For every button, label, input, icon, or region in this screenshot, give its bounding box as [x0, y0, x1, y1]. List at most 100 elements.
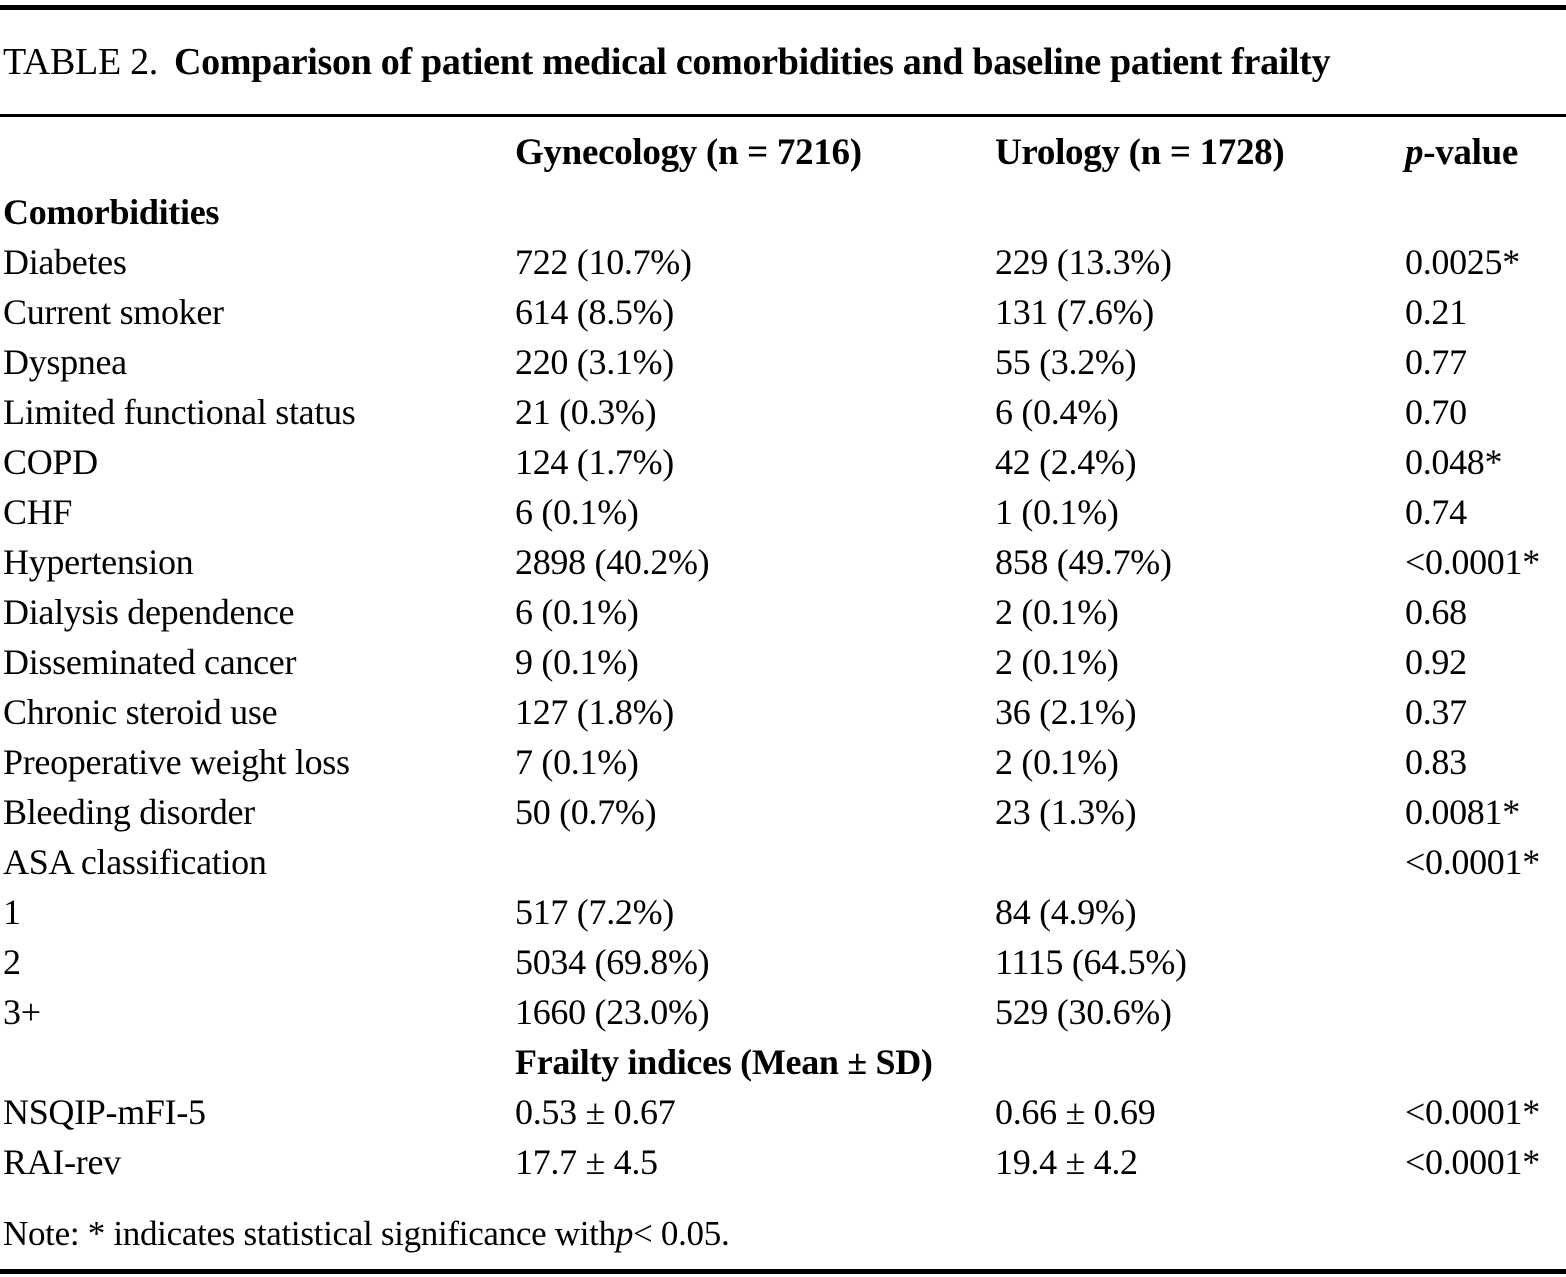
- footnote-prefix: Note: * indicates statistical significan…: [3, 1214, 616, 1253]
- row-label-cell: Preoperative weight loss: [3, 742, 350, 782]
- row-label-cell: NSQIP-mFI-5: [3, 1092, 206, 1132]
- urology-value-cell: 6 (0.4%): [995, 392, 1119, 432]
- row-label-cell: CHF: [3, 492, 73, 532]
- gynecology-value-cell: 614 (8.5%): [515, 292, 674, 332]
- table-row: RAI-rev 17.7 ± 4.5 19.4 ± 4.2 <0.0001*: [0, 1137, 1566, 1187]
- table-row: Bleeding disorder 50 (0.7%) 23 (1.3%) 0.…: [0, 787, 1566, 837]
- gynecology-value-cell: 5034 (69.8%): [515, 942, 710, 982]
- row-label-cell: Hypertension: [3, 542, 194, 582]
- urology-value-cell: 2 (0.1%): [995, 742, 1119, 782]
- table-row: Comorbidities: [0, 187, 1566, 237]
- pvalue-cell: 0.74: [1405, 492, 1467, 532]
- row-label-cell: Disseminated cancer: [3, 642, 297, 682]
- table-footnote: Note: * indicates statistical significan…: [0, 1187, 1566, 1269]
- urology-column-header: Urology (n = 1728): [995, 131, 1285, 173]
- table-row: COPD 124 (1.7%) 42 (2.4%) 0.048*: [0, 437, 1566, 487]
- gynecology-value-cell: 124 (1.7%): [515, 442, 674, 482]
- table-row: Dyspnea 220 (3.1%) 55 (3.2%) 0.77: [0, 337, 1566, 387]
- pvalue-cell: <0.0001*: [1405, 1142, 1540, 1182]
- urology-value-cell: 2 (0.1%): [995, 642, 1119, 682]
- pvalue-cell: 0.68: [1405, 592, 1467, 632]
- footnote-suffix: < 0.05.: [633, 1214, 730, 1253]
- row-label-cell: Bleeding disorder: [3, 792, 255, 832]
- row-label-cell: 3+: [3, 992, 41, 1032]
- pvalue-header-rest: -value: [1423, 131, 1519, 173]
- pvalue-cell: 0.0025*: [1405, 242, 1520, 282]
- table-row: 3+ 1660 (23.0%) 529 (30.6%): [0, 987, 1566, 1037]
- pvalue-cell: 0.92: [1405, 642, 1467, 682]
- table-row: Limited functional status 21 (0.3%) 6 (0…: [0, 387, 1566, 437]
- gynecology-value-cell: 17.7 ± 4.5: [515, 1142, 658, 1182]
- pvalue-cell: 0.83: [1405, 742, 1467, 782]
- table-row: Diabetes 722 (10.7%) 229 (13.3%) 0.0025*: [0, 237, 1566, 287]
- table-row: NSQIP-mFI-5 0.53 ± 0.67 0.66 ± 0.69 <0.0…: [0, 1087, 1566, 1137]
- table-body: Comorbidities Diabetes 722 (10.7%) 229 (…: [0, 187, 1566, 1187]
- pvalue-cell: <0.0001*: [1405, 542, 1540, 582]
- row-label-cell: RAI-rev: [3, 1142, 121, 1182]
- table-row: 1 517 (7.2%) 84 (4.9%): [0, 887, 1566, 937]
- urology-value-cell: 19.4 ± 4.2: [995, 1142, 1138, 1182]
- table-number-label: TABLE 2.: [3, 41, 158, 83]
- table-row: Current smoker 614 (8.5%) 131 (7.6%) 0.2…: [0, 287, 1566, 337]
- row-label-cell: 2: [3, 942, 21, 982]
- urology-value-cell: 23 (1.3%): [995, 792, 1137, 832]
- gynecology-value-cell: 127 (1.8%): [515, 692, 674, 732]
- row-label-cell: Limited functional status: [3, 392, 356, 432]
- gynecology-value-cell: 21 (0.3%): [515, 392, 657, 432]
- gynecology-value-cell: 2898 (40.2%): [515, 542, 710, 582]
- row-label-cell: 1: [3, 892, 21, 932]
- urology-value-cell: 0.66 ± 0.69: [995, 1092, 1156, 1132]
- pvalue-cell: 0.0081*: [1405, 792, 1520, 832]
- urology-value-cell: 42 (2.4%): [995, 442, 1137, 482]
- pvalue-cell: <0.0001*: [1405, 1092, 1540, 1132]
- gynecology-value-cell: 722 (10.7%): [515, 242, 692, 282]
- row-label-cell: Current smoker: [3, 292, 224, 332]
- row-label-cell: Diabetes: [3, 242, 127, 282]
- pvalue-cell: 0.77: [1405, 342, 1467, 382]
- row-label-cell: COPD: [3, 442, 98, 482]
- urology-value-cell: 36 (2.1%): [995, 692, 1137, 732]
- gynecology-value-cell: 9 (0.1%): [515, 642, 639, 682]
- row-label-cell: Dyspnea: [3, 342, 127, 382]
- row-label-cell: Comorbidities: [3, 192, 220, 232]
- table-row: Dialysis dependence 6 (0.1%) 2 (0.1%) 0.…: [0, 587, 1566, 637]
- gynecology-value-cell: 6 (0.1%): [515, 492, 639, 532]
- table-row: Hypertension 2898 (40.2%) 858 (49.7%) <0…: [0, 537, 1566, 587]
- header-rule: [0, 114, 1566, 117]
- pvalue-header-p: p: [1405, 131, 1424, 173]
- table-title: TABLE 2. Comparison of patient medical c…: [0, 10, 1566, 114]
- gynecology-value-cell: 50 (0.7%): [515, 792, 657, 832]
- gynecology-value-cell: 7 (0.1%): [515, 742, 639, 782]
- table-row: Frailty indices (Mean ± SD): [0, 1037, 1566, 1087]
- bottom-rule: [0, 1269, 1566, 1274]
- gynecology-value-cell: 517 (7.2%): [515, 892, 674, 932]
- table-row: Disseminated cancer 9 (0.1%) 2 (0.1%) 0.…: [0, 637, 1566, 687]
- urology-value-cell: 2 (0.1%): [995, 592, 1119, 632]
- pvalue-cell: 0.70: [1405, 392, 1467, 432]
- footnote-p-symbol: p: [615, 1214, 634, 1253]
- column-header-row: Gynecology (n = 7216) Urology (n = 1728)…: [0, 117, 1566, 187]
- gynecology-column-header: Gynecology (n = 7216): [515, 131, 862, 173]
- pvalue-cell: 0.048*: [1405, 442, 1503, 482]
- urology-value-cell: 131 (7.6%): [995, 292, 1154, 332]
- urology-value-cell: 229 (13.3%): [995, 242, 1172, 282]
- urology-value-cell: 84 (4.9%): [995, 892, 1137, 932]
- urology-value-cell: 529 (30.6%): [995, 992, 1172, 1032]
- row-label-cell: Chronic steroid use: [3, 692, 278, 732]
- row-label-cell: Dialysis dependence: [3, 592, 295, 632]
- urology-value-cell: 1115 (64.5%): [995, 942, 1187, 982]
- urology-value-cell: 55 (3.2%): [995, 342, 1137, 382]
- top-rule: [0, 5, 1566, 10]
- gynecology-value-cell: 220 (3.1%): [515, 342, 674, 382]
- pvalue-column-header: p-value: [1405, 131, 1566, 174]
- table-row: ASA classification <0.0001*: [0, 837, 1566, 887]
- pvalue-cell: 0.37: [1405, 692, 1467, 732]
- table-row: Preoperative weight loss 7 (0.1%) 2 (0.1…: [0, 737, 1566, 787]
- table-title-text: Comparison of patient medical comorbidit…: [173, 41, 1331, 83]
- urology-value-cell: 1 (0.1%): [995, 492, 1119, 532]
- pvalue-cell: <0.0001*: [1405, 842, 1540, 882]
- urology-value-cell: 858 (49.7%): [995, 542, 1172, 582]
- table-row: Chronic steroid use 127 (1.8%) 36 (2.1%)…: [0, 687, 1566, 737]
- table-row: 2 5034 (69.8%) 1115 (64.5%): [0, 937, 1566, 987]
